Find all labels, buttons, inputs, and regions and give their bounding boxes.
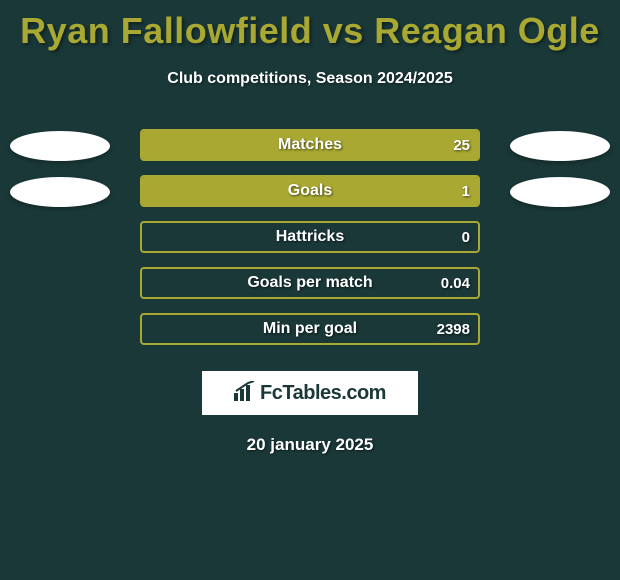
stat-bar: Hattricks0 <box>140 221 480 253</box>
stat-value: 1 <box>462 177 470 205</box>
stat-value: 0 <box>462 223 470 251</box>
chart-icon <box>234 381 256 406</box>
stat-bar: Matches25 <box>140 129 480 161</box>
player-left-ellipse <box>10 131 110 161</box>
stat-bar: Goals1 <box>140 175 480 207</box>
logo-text: FcTables.com <box>260 382 386 405</box>
stat-value: 2398 <box>437 315 470 343</box>
stat-label: Hattricks <box>142 223 478 251</box>
stat-bar: Min per goal2398 <box>140 313 480 345</box>
stat-row: Goals1 <box>0 169 620 215</box>
stat-value: 25 <box>453 131 470 159</box>
stat-row: Matches25 <box>0 123 620 169</box>
subtitle: Club competitions, Season 2024/2025 <box>0 70 620 88</box>
stat-label: Goals <box>142 177 478 205</box>
stat-value: 0.04 <box>441 269 470 297</box>
logo-box[interactable]: FcTables.com <box>202 371 418 415</box>
stat-row: Min per goal2398 <box>0 307 620 353</box>
stat-label: Min per goal <box>142 315 478 343</box>
date-label: 20 january 2025 <box>0 435 620 455</box>
stat-row: Goals per match0.04 <box>0 261 620 307</box>
page-title: Ryan Fallowfield vs Reagan Ogle <box>0 0 620 52</box>
player-left-ellipse <box>10 177 110 207</box>
stat-row: Hattricks0 <box>0 215 620 261</box>
comparison-chart: Matches25 Goals1 Hattricks0 Goals per match… <box>0 123 620 353</box>
stat-label: Goals per match <box>142 269 478 297</box>
player-right-ellipse <box>510 177 610 207</box>
stat-bar: Goals per match0.04 <box>140 267 480 299</box>
stat-label: Matches <box>142 131 478 159</box>
player-right-ellipse <box>510 131 610 161</box>
